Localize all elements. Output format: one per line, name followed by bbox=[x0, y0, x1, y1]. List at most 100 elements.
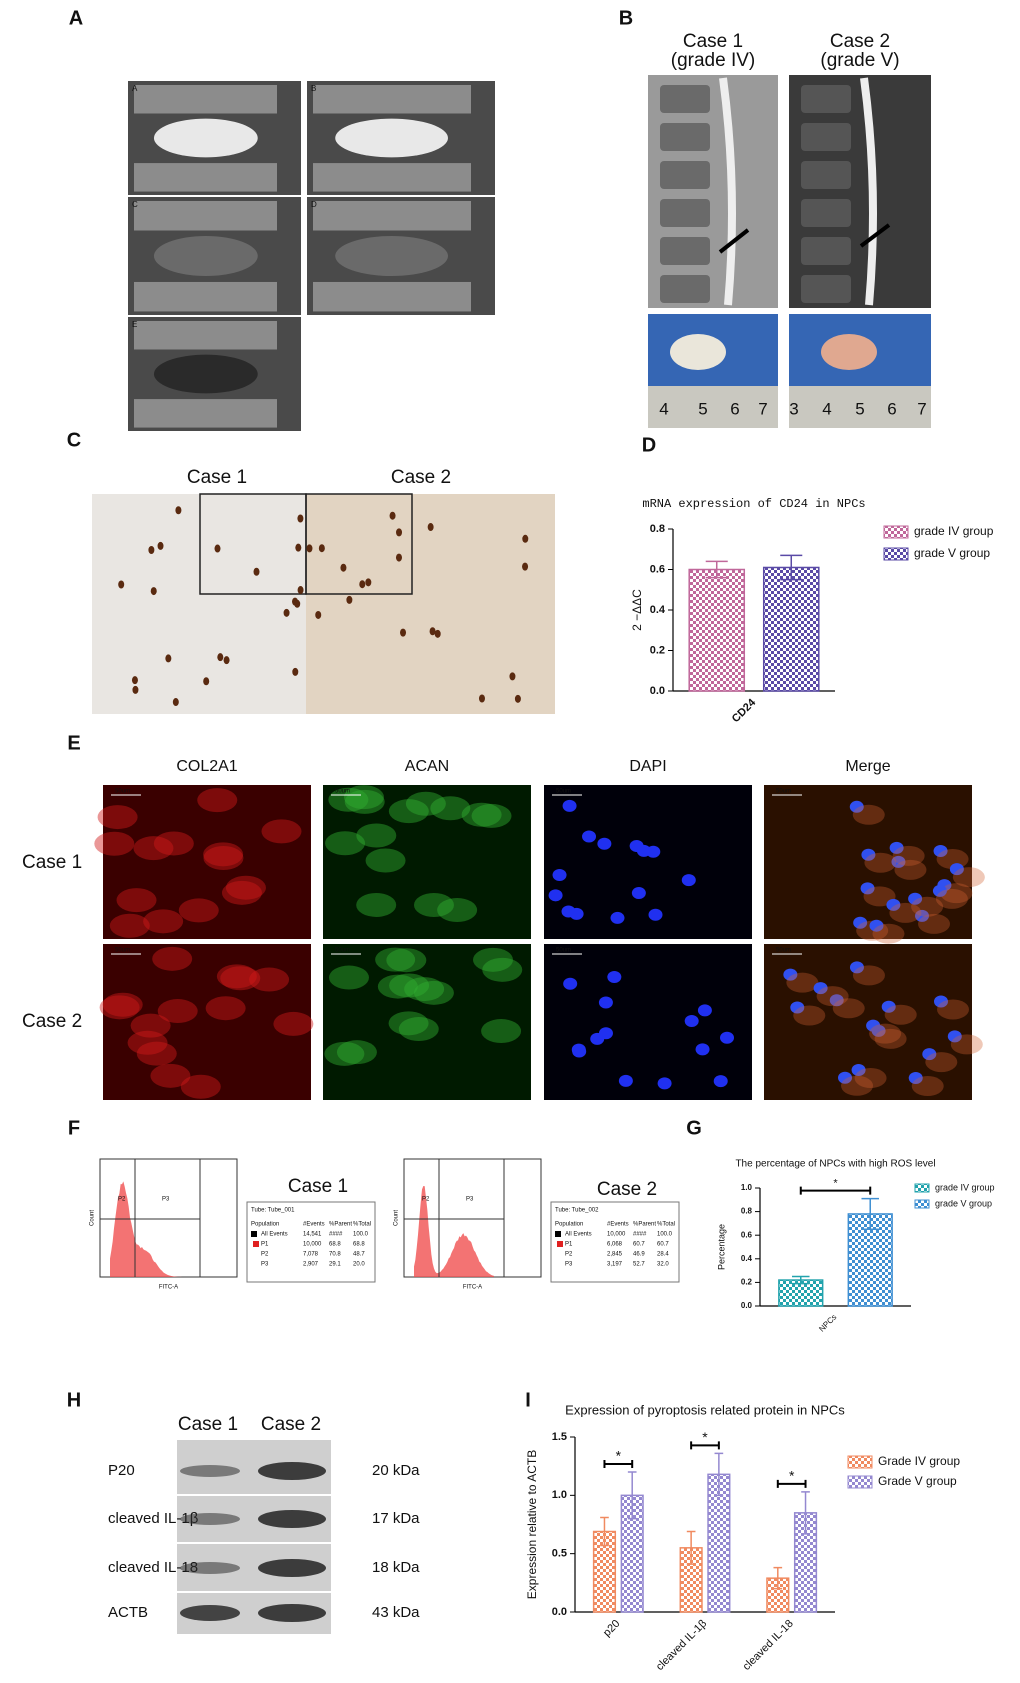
cell bbox=[273, 1011, 314, 1036]
panel-label: F bbox=[68, 1117, 80, 1139]
y-tick-label: 0.5 bbox=[552, 1548, 567, 1560]
cell bbox=[911, 1076, 944, 1097]
nucleus bbox=[684, 1014, 699, 1027]
table-cell: 60.7 bbox=[657, 1242, 669, 1248]
nucleus bbox=[522, 534, 529, 543]
cell bbox=[405, 791, 446, 816]
panel-label: D bbox=[642, 434, 656, 456]
nucleus bbox=[853, 916, 868, 929]
cell bbox=[343, 785, 384, 810]
y-tick-label: 0.0 bbox=[741, 1301, 753, 1310]
nucleus bbox=[849, 961, 864, 974]
table-cell: 20.0 bbox=[353, 1262, 365, 1268]
y-tick-label: 0.0 bbox=[650, 685, 665, 697]
cell bbox=[952, 867, 985, 888]
arrow bbox=[718, 228, 750, 254]
ruler-number: 4 bbox=[822, 399, 831, 418]
scale-bar-label: 50um bbox=[115, 948, 130, 954]
table-tube: Tube: Tube_001 bbox=[251, 1208, 295, 1214]
cell bbox=[935, 888, 968, 909]
cell bbox=[180, 1074, 221, 1099]
cell bbox=[864, 852, 897, 873]
y-tick-label: 0.8 bbox=[650, 523, 665, 535]
nucleus bbox=[908, 1072, 923, 1085]
nucleus bbox=[861, 848, 876, 861]
nucleus bbox=[509, 672, 516, 681]
nucleus bbox=[253, 567, 260, 576]
table-header: Population bbox=[251, 1222, 279, 1228]
ruler bbox=[648, 386, 778, 428]
nucleus bbox=[695, 1043, 710, 1056]
chart-title: mRNA expression of CD24 in NPCs bbox=[642, 497, 865, 511]
band bbox=[180, 1562, 240, 1574]
mri-sublabel: D bbox=[311, 200, 317, 209]
fluorescence-image bbox=[103, 944, 311, 1100]
nucleus bbox=[396, 528, 403, 537]
cell bbox=[377, 974, 418, 999]
nucleus bbox=[563, 977, 578, 990]
table-header: #Events bbox=[607, 1222, 629, 1228]
cell bbox=[328, 965, 369, 990]
bar bbox=[847, 1213, 893, 1307]
cell bbox=[356, 892, 397, 917]
table-cell: 3,197 bbox=[607, 1262, 623, 1268]
disc bbox=[153, 354, 258, 394]
cell bbox=[854, 1068, 887, 1089]
cell bbox=[152, 946, 193, 971]
nucleus bbox=[359, 580, 366, 589]
panel-label: I bbox=[525, 1389, 531, 1411]
significance-bracket bbox=[799, 1186, 872, 1195]
case-label: Case 2 bbox=[830, 31, 890, 52]
ruler bbox=[789, 386, 931, 428]
row-label: Case 1 bbox=[22, 852, 82, 873]
table-cell: 100.0 bbox=[353, 1232, 369, 1238]
nucleus bbox=[598, 1027, 613, 1040]
vertebra bbox=[660, 237, 710, 265]
nucleus bbox=[292, 667, 299, 676]
mri-sagittal bbox=[648, 75, 778, 308]
cell bbox=[852, 965, 885, 986]
scale-bar-label: 50um bbox=[556, 948, 571, 954]
case-grade: (grade IV) bbox=[671, 50, 755, 71]
nucleus bbox=[713, 1075, 728, 1088]
nucleus bbox=[131, 676, 138, 685]
band bbox=[258, 1559, 326, 1577]
cell bbox=[892, 845, 925, 866]
x-tick-label: NPCs bbox=[817, 1313, 838, 1334]
nucleus bbox=[934, 995, 949, 1008]
chart-title: Expression of pyroptosis related protein… bbox=[565, 1402, 845, 1417]
band-size: 18 kDa bbox=[372, 1559, 420, 1576]
nucleus bbox=[657, 1077, 672, 1090]
nucleus bbox=[400, 628, 407, 637]
cell bbox=[97, 805, 138, 830]
nucleus bbox=[849, 800, 864, 813]
nucleus bbox=[295, 543, 302, 552]
table-header: #Events bbox=[303, 1222, 325, 1228]
fluorescence-image bbox=[103, 785, 311, 939]
significance-bracket bbox=[776, 1479, 807, 1488]
cell bbox=[388, 799, 429, 824]
error-bar bbox=[705, 560, 728, 579]
scale-bar-label: 50um bbox=[556, 789, 571, 795]
nucleus bbox=[562, 799, 577, 812]
legend-swatch bbox=[883, 525, 909, 539]
nucleus bbox=[915, 909, 930, 922]
cell bbox=[203, 842, 244, 867]
cell bbox=[863, 886, 896, 907]
mri-sublabel: A bbox=[132, 84, 138, 93]
cell bbox=[889, 902, 922, 923]
nucleus bbox=[947, 1030, 962, 1043]
table-cell: 100.0 bbox=[657, 1232, 673, 1238]
cell bbox=[482, 957, 523, 982]
cell bbox=[911, 896, 944, 917]
legend-swatch bbox=[914, 1199, 930, 1209]
cell bbox=[471, 803, 512, 828]
case-label: Case 1 bbox=[187, 467, 247, 488]
ruler-number: 6 bbox=[730, 399, 739, 418]
legend-label: grade IV group bbox=[935, 1182, 995, 1192]
cell bbox=[404, 977, 445, 1002]
nucleus bbox=[150, 587, 157, 596]
nucleus bbox=[697, 1004, 712, 1017]
nucleus bbox=[869, 919, 884, 932]
table-cell: 32.0 bbox=[657, 1262, 669, 1268]
